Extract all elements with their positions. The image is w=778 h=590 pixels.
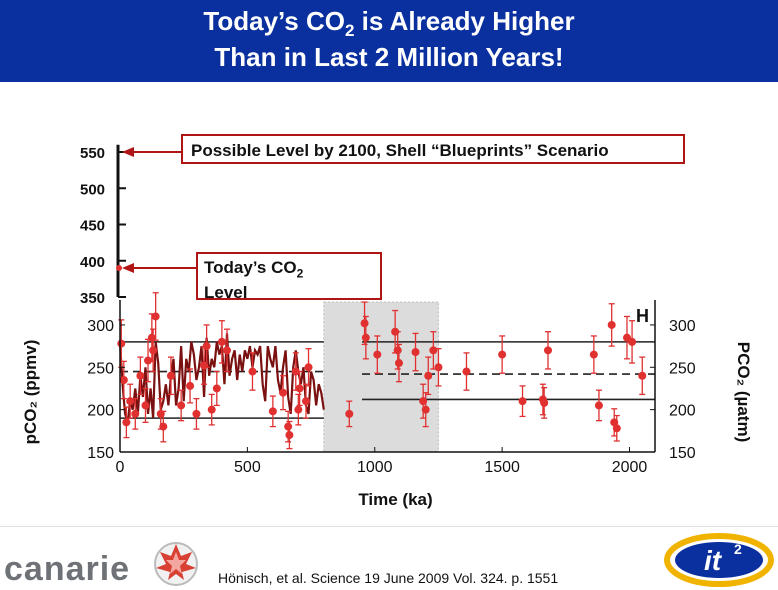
boron-point-27 xyxy=(285,431,294,440)
boron-point-4 xyxy=(131,409,140,418)
boron-point-24 xyxy=(268,407,277,416)
boron-point-2 xyxy=(122,418,131,427)
boron-point-12 xyxy=(159,422,168,431)
boron-point-32 xyxy=(304,363,313,372)
x-tick-label-2000: 2000 xyxy=(612,459,648,476)
title-banner: Today’s CO2 is Already Higher Than in La… xyxy=(0,0,778,82)
boron-point-26 xyxy=(284,422,293,431)
title-line-1: Today’s CO2 is Already Higher xyxy=(203,6,575,41)
boron-point-58 xyxy=(628,337,637,346)
title-line-2: Than in Last 2 Million Years! xyxy=(214,42,564,72)
boron-point-1 xyxy=(119,376,128,384)
shaded-region xyxy=(323,301,439,453)
boron-point-28 xyxy=(291,367,300,376)
boron-point-33 xyxy=(345,409,354,418)
boron-point-13 xyxy=(166,371,175,380)
footer-divider xyxy=(0,526,778,527)
y-axis-label-left: pCO₂ (ppmv) xyxy=(21,340,40,445)
x-tick-label-500: 500 xyxy=(234,459,261,476)
boron-point-52 xyxy=(589,350,598,359)
y-tick-label-right-150: 150 xyxy=(669,445,696,462)
it2-logo-sup: 2 xyxy=(734,541,742,557)
boron-point-23 xyxy=(248,367,257,376)
x-tick-label-1000: 1000 xyxy=(357,459,393,476)
boron-point-34 xyxy=(360,319,369,328)
y-tick-label-right-300: 300 xyxy=(669,318,696,335)
y-tick-label-left-250: 250 xyxy=(87,360,114,377)
x-tick-label-1500: 1500 xyxy=(484,459,520,476)
boron-point-45 xyxy=(434,363,443,372)
boron-point-35 xyxy=(361,333,370,342)
boron-point-47 xyxy=(498,350,507,359)
boron-point-31 xyxy=(301,397,310,406)
boron-point-5 xyxy=(136,371,145,380)
y-tick-label-right-250: 250 xyxy=(669,360,696,377)
boron-point-54 xyxy=(607,320,616,329)
it2-logo: it 2 xyxy=(664,533,774,587)
projection-callout: Possible Level by 2100, Shell “Blueprint… xyxy=(181,134,685,164)
boron-point-15 xyxy=(186,381,195,390)
upper-tick-label-450: 450 xyxy=(80,218,105,235)
boron-point-25 xyxy=(279,388,288,397)
it2-logo-letters: it xyxy=(704,545,723,576)
boron-point-59 xyxy=(638,371,647,380)
boron-point-22 xyxy=(223,346,231,355)
boron-point-30 xyxy=(295,384,304,393)
y-tick-label-left-150: 150 xyxy=(87,445,114,462)
canarie-maple-leaf-icon xyxy=(154,542,198,586)
boron-point-3 xyxy=(126,397,135,406)
boron-point-36 xyxy=(373,350,382,359)
co2-chart: 350 400 450 500 550 150 150 200 200 250 250 300 300 0… xyxy=(21,144,753,509)
upper-tick-label-350: 350 xyxy=(80,290,105,307)
boron-point-18 xyxy=(202,342,211,351)
boron-point-50 xyxy=(540,398,549,407)
boron-point-56 xyxy=(612,424,621,433)
projection-arrowhead xyxy=(122,147,134,157)
boron-point-51 xyxy=(544,346,552,355)
y-tick-label-left-300: 300 xyxy=(87,318,114,335)
canarie-logo-text: canarie xyxy=(4,550,131,588)
y-axis-label-right: PCO₂ (µatm) xyxy=(734,342,753,442)
upper-tick-label-400: 400 xyxy=(80,254,105,271)
boron-point-44 xyxy=(429,346,438,355)
boron-point-21 xyxy=(217,337,226,346)
upper-tick-label-550: 550 xyxy=(80,145,105,162)
y-tick-label-left-200: 200 xyxy=(87,403,114,420)
boron-point-10 xyxy=(151,312,160,321)
y-tick-label-right-200: 200 xyxy=(669,403,696,420)
today-co2-callout: Today’s CO2 Level xyxy=(196,252,382,302)
x-tick-label-0: 0 xyxy=(116,459,125,476)
boron-point-40 xyxy=(411,348,420,357)
boron-point-42 xyxy=(421,405,430,414)
boron-point-46 xyxy=(462,367,471,376)
today-arrowhead xyxy=(122,263,134,273)
boron-point-16 xyxy=(192,409,201,418)
today-marker xyxy=(116,265,122,271)
panel-label: H xyxy=(636,306,649,326)
boron-point-29 xyxy=(294,405,303,414)
boron-point-38 xyxy=(393,346,402,355)
boron-point-39 xyxy=(394,359,403,368)
boron-point-20 xyxy=(212,384,221,393)
boron-point-48 xyxy=(518,397,527,406)
upper-tick-label-500: 500 xyxy=(80,181,105,198)
boron-point-0 xyxy=(117,339,126,348)
x-axis-label: Time (ka) xyxy=(358,490,432,509)
boron-point-6 xyxy=(141,401,150,410)
boron-point-43 xyxy=(424,371,433,380)
boron-point-7 xyxy=(144,356,153,365)
citation: Hönisch, et al. Science 19 June 2009 Vol… xyxy=(218,570,559,586)
boron-point-19 xyxy=(207,405,216,414)
boron-point-9 xyxy=(149,346,158,355)
boron-point-53 xyxy=(594,401,603,410)
boron-point-14 xyxy=(177,401,186,410)
